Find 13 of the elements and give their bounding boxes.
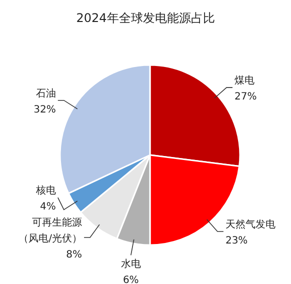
data-label: 32% [34,104,56,116]
chart-title: 2024年全球发电能源占比 [76,11,215,25]
slice-label: 可再生能源（风电/光伏） [18,216,82,245]
data-label: 8% [66,250,82,261]
data-label: 4% [40,202,56,213]
slice-label: 石油 [36,87,56,100]
slice-label: 煤电 [234,74,255,87]
data-label: 27% [234,92,257,103]
slice-label: 天然气发电 [225,218,276,231]
slice-label: 核电 [34,184,56,197]
data-label: 6% [122,275,139,284]
data-label: 23% [225,236,248,247]
slice-label: 水电 [120,258,141,270]
